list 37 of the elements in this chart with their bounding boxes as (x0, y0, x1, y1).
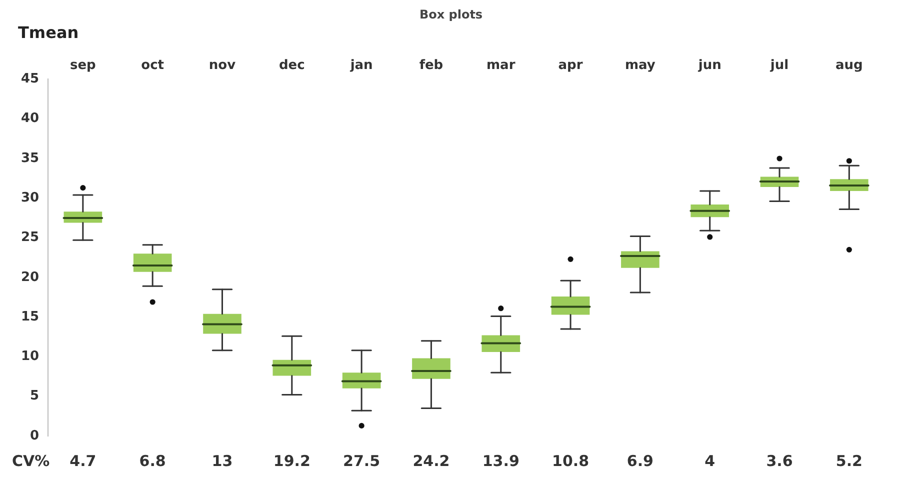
text: 13 (212, 452, 233, 470)
y-tick-label: 25 (20, 230, 40, 246)
x-tick-label: apr (558, 58, 584, 73)
text: 3.6 (766, 452, 793, 470)
text: 24.2 (412, 452, 450, 470)
text: 10.8 (552, 452, 590, 470)
text: 27.5 (343, 452, 380, 470)
text: 4 (704, 452, 716, 470)
x-tick-label: mar (486, 58, 516, 73)
chart-title: Box plots (419, 7, 483, 22)
x-tick-label: dec (278, 58, 305, 73)
x-tick-label: may (624, 58, 656, 73)
text: 6.9 (626, 452, 654, 470)
y-tick-label: 0 (30, 428, 40, 444)
x-tick-label: jan (349, 58, 373, 73)
y-tick-label: 35 (20, 150, 40, 166)
x-tick-label: jul (769, 58, 789, 73)
text: 13.9 (482, 452, 520, 470)
y-tick-label: 15 (20, 309, 40, 324)
text: 19.2 (273, 452, 310, 470)
y-tick-label: 5 (30, 388, 40, 404)
text: 5.2 (836, 452, 862, 470)
x-tick-label: sep (70, 58, 96, 73)
text: 4.7 (70, 452, 96, 470)
x-tick-label: nov (208, 58, 236, 73)
y-tick-label: 30 (20, 190, 40, 206)
x-tick-label: aug (836, 58, 863, 73)
y-tick-label: 10 (20, 349, 40, 364)
y-tick-label: 40 (20, 111, 40, 126)
y-axis-title: Tmean (18, 23, 79, 42)
text: 6.8 (139, 452, 166, 470)
x-tick-label: jun (697, 58, 722, 73)
x-tick-label: oct (141, 58, 164, 73)
y-tick-label: 20 (20, 270, 40, 285)
x-tick-label: feb (419, 58, 444, 73)
y-tick-label: 45 (20, 72, 40, 87)
text: CV% (12, 452, 50, 470)
